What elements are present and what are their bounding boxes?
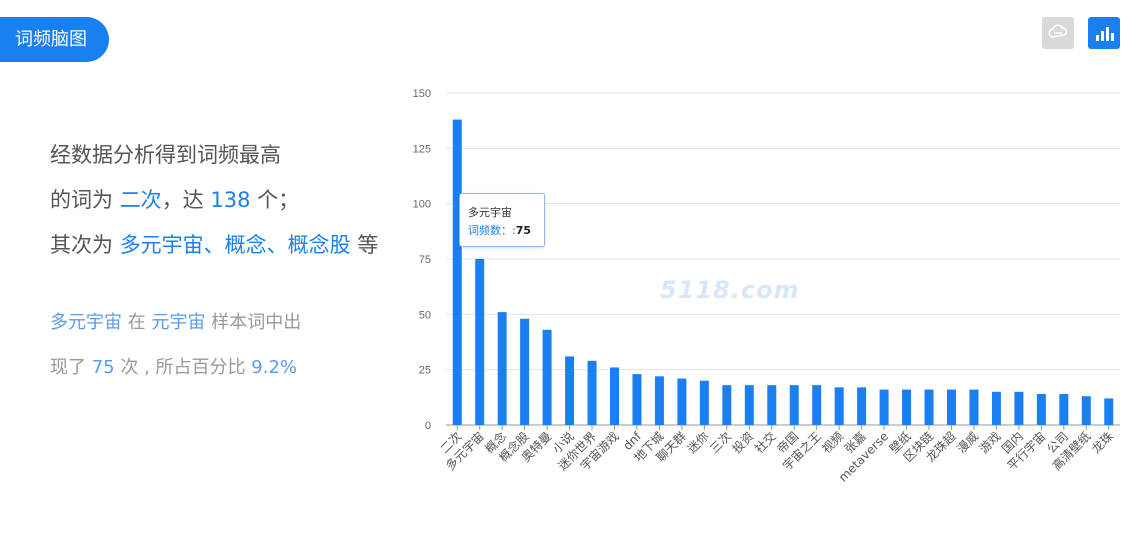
detail-line-2: 现了 75 次 , 所占百分比 9.2% [50, 348, 301, 393]
bar [1059, 394, 1069, 425]
x-tick-label: 视频 [819, 429, 847, 457]
summary-suffix: 个； [257, 188, 300, 212]
bar [1081, 396, 1091, 425]
summary-line-2: 的词为 二次，达 138 个； [50, 180, 378, 225]
summary-line-1: 经数据分析得到词频最高 [50, 143, 281, 167]
bar [475, 259, 485, 425]
bar [812, 385, 822, 425]
bar [722, 385, 732, 425]
detail-line-1: 多元宇宙 在 元宇宙 样本词中出 [50, 303, 301, 348]
bar [610, 367, 619, 425]
bar [565, 356, 575, 425]
bar [1014, 391, 1024, 425]
detail-mid: 次 , 所占百分比 [120, 357, 246, 378]
bar [699, 380, 709, 425]
bar [947, 389, 956, 425]
y-tick-label: 150 [413, 88, 431, 100]
detail-word: 多元宇宙 [50, 312, 122, 333]
top-count: 138 [210, 188, 251, 212]
detail-percent: 9.2% [251, 357, 298, 378]
summary-mid: ，达 [161, 188, 204, 212]
bar-chart-toggle[interactable] [1088, 17, 1120, 49]
tooltip-value: 75 [515, 224, 532, 237]
bar [587, 360, 597, 425]
bar [789, 385, 799, 425]
bar [879, 389, 889, 425]
cloud-icon [1048, 24, 1068, 38]
x-tick-label: 游戏 [977, 429, 1004, 456]
chart-tooltip: 多元宇宙 词频数：:75 [459, 193, 545, 247]
tooltip-title: 多元宇宙 [468, 206, 512, 219]
bar [632, 374, 642, 425]
y-tick-label: 0 [425, 420, 431, 432]
bar [520, 318, 530, 425]
bar [969, 389, 979, 425]
y-tick-label: 75 [419, 254, 431, 266]
detail-text: 多元宇宙 在 元宇宙 样本词中出 现了 75 次 , 所占百分比 9.2% [50, 303, 301, 393]
summary-suffix-2: 等 [357, 233, 379, 257]
detail-in: 在 [127, 312, 146, 333]
bar [452, 119, 462, 425]
bar [744, 385, 754, 425]
bar [542, 329, 552, 425]
bar [767, 385, 777, 425]
next-words: 多元宇宙、概念、概念股 [119, 233, 351, 257]
bar [497, 312, 507, 425]
x-tick-label: 投资 [729, 429, 757, 457]
tooltip-value-row: 词频数：:75 [468, 222, 531, 238]
bar [857, 387, 867, 425]
summary-line-3: 其次为 多元宇宙、概念、概念股 等 [50, 225, 378, 270]
bar [677, 378, 687, 425]
word-cloud-toggle[interactable] [1042, 17, 1074, 49]
detail-text-1: 样本词中出 [211, 312, 302, 333]
summary-prefix: 的词为 [50, 188, 113, 212]
x-tick-label: 三次 [707, 429, 734, 456]
top-word: 二次 [119, 188, 162, 212]
y-tick-label: 125 [413, 143, 431, 155]
y-tick-label: 50 [419, 309, 431, 321]
bar [924, 389, 934, 425]
bar [1104, 398, 1114, 425]
bar [654, 376, 664, 425]
y-tick-label: 25 [419, 365, 431, 377]
bar-chart-icon [1096, 27, 1114, 41]
detail-count: 75 [91, 357, 115, 378]
watermark: 5118.com [660, 276, 800, 304]
tooltip-label: 词频数：: [468, 224, 516, 237]
bar [834, 387, 844, 425]
y-tick-label: 100 [413, 199, 431, 211]
section-title: 词频脑图 [0, 17, 109, 62]
bar-chart: 0255075100125150二次多元宇宙概念概念股奥特曼小说迷你世界宇宙游戏… [413, 88, 1120, 485]
detail-sample: 元宇宙 [151, 312, 206, 333]
bar [1036, 394, 1046, 425]
x-tick-label: 龙珠 [1089, 429, 1116, 456]
x-tick-label: 迷你 [685, 429, 712, 456]
summary-text: 经数据分析得到词频最高 的词为 二次，达 138 个； 其次为 多元宇宙、概念、… [50, 135, 378, 270]
bar [991, 391, 1001, 425]
detail-prefix: 现了 [50, 357, 86, 378]
x-tick-label: 漫威 [954, 429, 981, 456]
summary-prefix-2: 其次为 [50, 233, 113, 257]
bar [902, 389, 912, 425]
x-tick-label: 社交 [751, 429, 779, 457]
